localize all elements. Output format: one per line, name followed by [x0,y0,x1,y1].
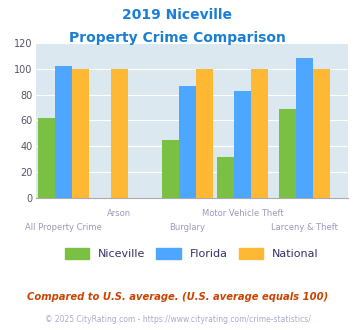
Bar [279,109,296,198]
Bar [196,69,213,198]
Legend: Niceville, Florida, National: Niceville, Florida, National [60,244,323,264]
Text: Motor Vehicle Theft: Motor Vehicle Theft [202,209,284,218]
Text: Property Crime Comparison: Property Crime Comparison [69,31,286,45]
Text: Larceny & Theft: Larceny & Theft [271,223,338,232]
Text: Burglary: Burglary [169,223,205,232]
Bar [179,85,196,198]
Bar [162,140,179,198]
Text: Arson: Arson [107,209,131,218]
Bar [313,69,330,198]
Bar [296,58,313,198]
Text: Compared to U.S. average. (U.S. average equals 100): Compared to U.S. average. (U.S. average … [27,292,328,302]
Text: All Property Crime: All Property Crime [25,223,102,232]
Bar [38,118,55,198]
Text: 2019 Niceville: 2019 Niceville [122,8,233,22]
Bar [217,157,234,198]
Bar [110,69,127,198]
Bar [55,66,72,198]
Bar [234,91,251,198]
Bar [251,69,268,198]
Bar [72,69,89,198]
Text: © 2025 CityRating.com - https://www.cityrating.com/crime-statistics/: © 2025 CityRating.com - https://www.city… [45,315,310,324]
